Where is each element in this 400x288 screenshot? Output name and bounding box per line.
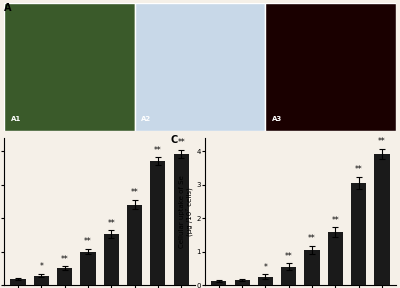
Text: A: A bbox=[4, 3, 12, 13]
Bar bbox=[104, 234, 119, 285]
Text: **: ** bbox=[332, 215, 339, 225]
Bar bbox=[4, 3, 135, 131]
Text: *: * bbox=[39, 262, 43, 271]
Bar bbox=[174, 154, 189, 285]
Bar bbox=[127, 205, 142, 285]
Text: C: C bbox=[170, 135, 178, 145]
Text: A3: A3 bbox=[272, 116, 282, 122]
Bar bbox=[10, 279, 26, 285]
Text: A2: A2 bbox=[141, 116, 151, 122]
Text: A1: A1 bbox=[10, 116, 21, 122]
Text: **: ** bbox=[131, 188, 138, 197]
Bar bbox=[234, 280, 250, 285]
Bar bbox=[304, 250, 320, 285]
Text: **: ** bbox=[84, 237, 92, 246]
Bar bbox=[258, 277, 273, 285]
Bar bbox=[374, 154, 390, 285]
Text: *: * bbox=[264, 263, 267, 272]
Text: **: ** bbox=[308, 234, 316, 243]
Y-axis label: Cellular uptake of Se
(μg /10⁷ cells): Cellular uptake of Se (μg /10⁷ cells) bbox=[179, 175, 193, 248]
Text: **: ** bbox=[177, 138, 185, 147]
Bar bbox=[328, 232, 343, 285]
Bar bbox=[135, 3, 265, 131]
Bar bbox=[57, 268, 72, 285]
Bar bbox=[34, 276, 49, 285]
Text: **: ** bbox=[355, 165, 362, 174]
Bar bbox=[80, 252, 96, 285]
Bar bbox=[265, 3, 396, 131]
Text: **: ** bbox=[378, 137, 386, 146]
Text: **: ** bbox=[154, 145, 162, 155]
Text: **: ** bbox=[61, 255, 68, 264]
Text: **: ** bbox=[285, 252, 293, 261]
Bar bbox=[281, 267, 296, 285]
Bar bbox=[351, 183, 366, 285]
Text: **: ** bbox=[107, 219, 115, 228]
Bar bbox=[211, 281, 226, 285]
Bar bbox=[150, 161, 166, 285]
